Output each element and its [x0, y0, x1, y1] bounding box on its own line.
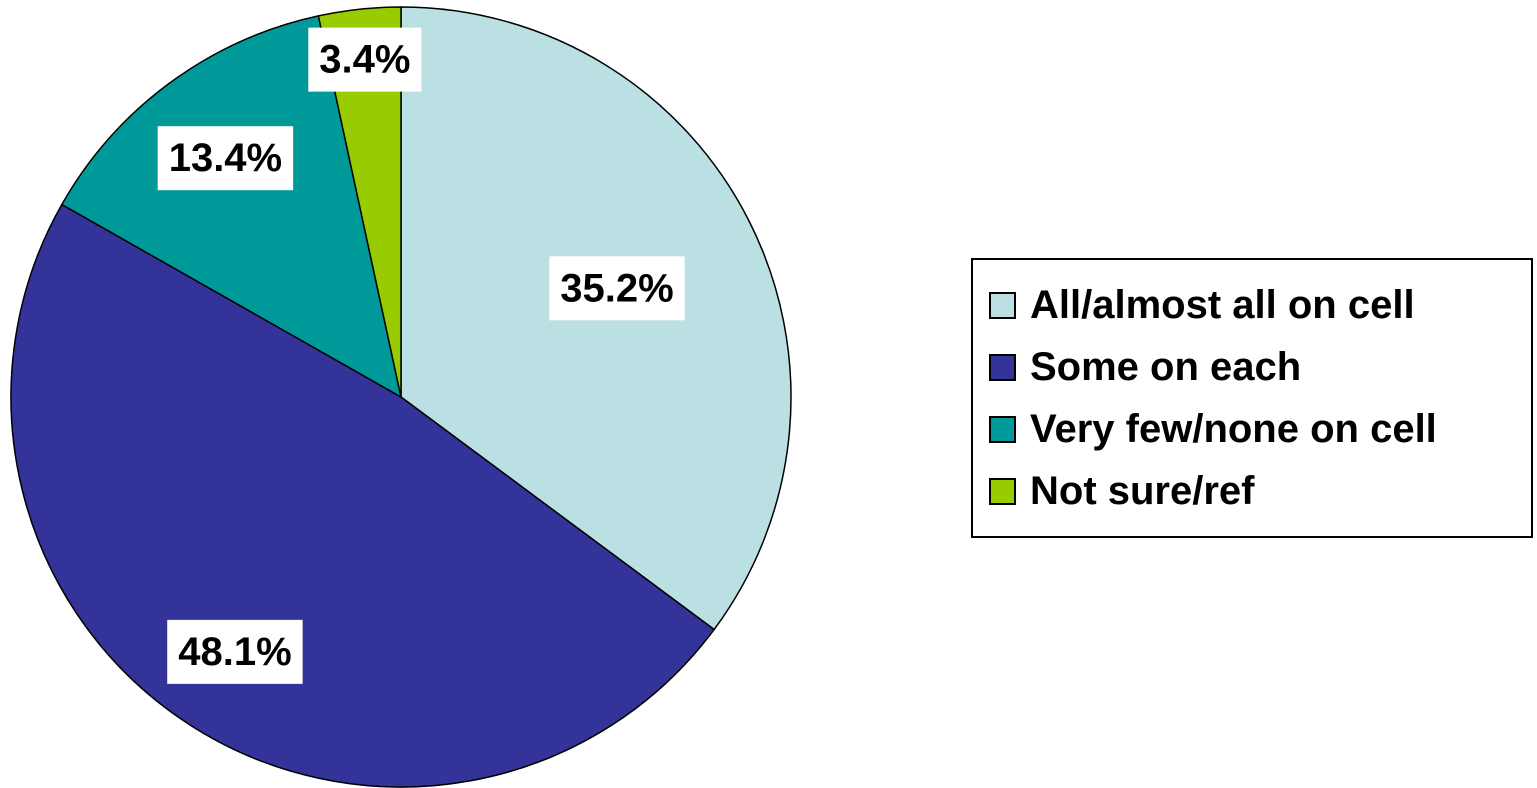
legend-label-very-few-none-on-cell: Very few/none on cell [1030, 406, 1437, 451]
data-label-text-very-few-none-on-cell: 13.4% [169, 136, 282, 180]
data-label-text-some-on-each: 48.1% [178, 630, 291, 674]
legend-swatch-all-almost-all-on-cell [989, 291, 1016, 319]
legend-swatch-not-sure-ref [989, 477, 1016, 505]
legend-label-all-almost-all-on-cell: All/almost all on cell [1030, 282, 1415, 327]
legend-item-some-on-each: Some on each [973, 336, 1531, 398]
legend-item-very-few-none-on-cell: Very few/none on cell [973, 398, 1531, 460]
data-label-text-all-almost-all-on-cell: 35.2% [560, 266, 673, 310]
legend-item-all-almost-all-on-cell: All/almost all on cell [973, 274, 1531, 336]
data-label-text-not-sure-ref: 3.4% [319, 38, 410, 82]
legend-label-not-sure-ref: Not sure/ref [1030, 468, 1255, 513]
data-label-box-very-few-none-on-cell [157, 126, 294, 191]
legend-swatch-some-on-each [989, 353, 1016, 381]
pie-slice-very-few-none-on-cell [61, 15, 402, 398]
pie-slices [10, 6, 792, 788]
data-label-box-some-on-each [167, 619, 303, 684]
data-label-very-few-none-on-cell: 13.4% [157, 126, 294, 191]
legend-item-not-sure-ref: Not sure/ref [973, 460, 1531, 522]
pie-data-labels: 35.2% 48.1% 13.4% 3.4% [157, 27, 685, 684]
pie-slice-not-sure-ref [317, 6, 402, 398]
legend-label-some-on-each: Some on each [1030, 344, 1302, 389]
data-label-box-not-sure-ref [308, 27, 422, 92]
data-label-not-sure-ref: 3.4% [308, 27, 422, 92]
legend: All/almost all on cell Some on each Very… [971, 258, 1533, 538]
data-label-some-on-each: 48.1% [167, 619, 303, 684]
data-label-box-all-almost-all-on-cell [549, 256, 685, 321]
data-label-all-almost-all-on-cell: 35.2% [549, 256, 685, 321]
legend-swatch-very-few-none-on-cell [989, 415, 1016, 443]
